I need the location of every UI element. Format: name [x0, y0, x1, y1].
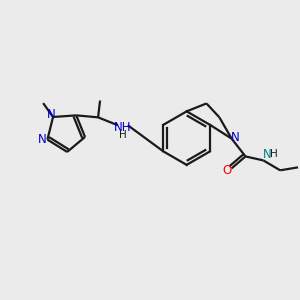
Text: N: N: [38, 133, 47, 146]
Text: N: N: [263, 148, 272, 161]
Text: O: O: [222, 164, 231, 177]
Text: N: N: [231, 131, 240, 144]
Text: N: N: [47, 107, 56, 121]
Text: H: H: [119, 130, 127, 140]
Text: H: H: [270, 149, 278, 160]
Text: NH: NH: [114, 121, 132, 134]
